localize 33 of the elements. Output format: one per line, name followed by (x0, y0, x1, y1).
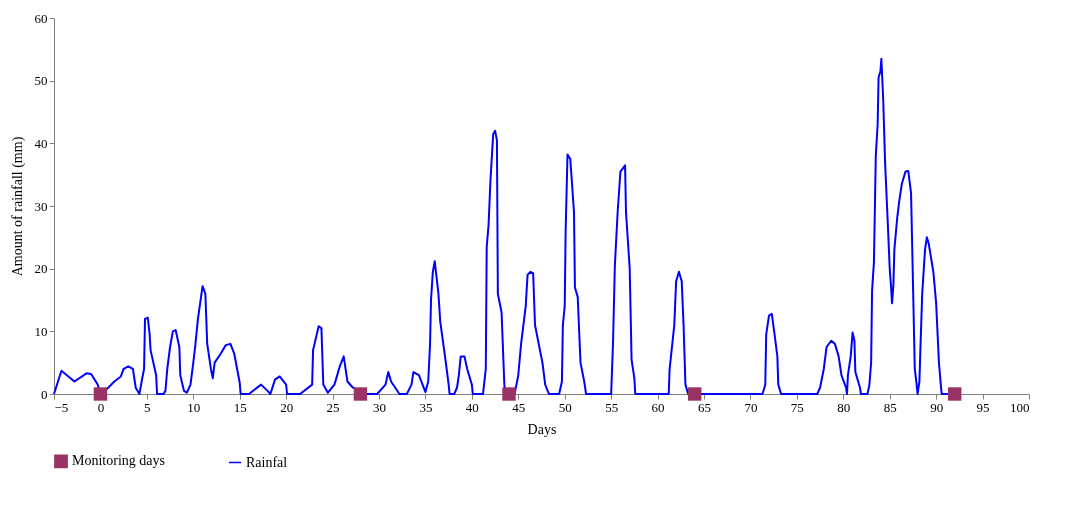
x-tick-label: 60 (651, 399, 665, 415)
x-axis-title: Days (527, 421, 557, 437)
y-tick-label: 20 (34, 261, 48, 277)
y-tick-label: 50 (34, 73, 48, 89)
legend-label: Monitoring days (72, 453, 165, 469)
x-tick-label: 40 (465, 399, 479, 415)
x-tick-label: 55 (605, 399, 619, 415)
y-tick-label: 10 (34, 323, 48, 339)
y-tick-label: 0 (41, 386, 48, 402)
y-tick-label: 30 (34, 198, 48, 214)
y-tick-label: 40 (34, 135, 48, 151)
x-tick-label: 45 (512, 399, 526, 415)
x-tick-label: 50 (558, 399, 572, 415)
x-tick-label: 100 (1010, 399, 1030, 415)
x-tick-label: 25 (326, 399, 340, 415)
x-tick-label: 35 (419, 399, 433, 415)
x-tick-label: 5 (144, 399, 151, 415)
x-tick-label: 15 (233, 399, 247, 415)
legend-label: Rainfal (246, 454, 288, 470)
x-tick-label: 75 (790, 399, 804, 415)
y-axis-title: Amount of rainfall (mm) (9, 136, 26, 277)
x-tick-label: 95 (976, 399, 990, 415)
x-tick-label: 30 (373, 399, 386, 415)
y-tick-label: 60 (34, 10, 48, 26)
x-tick-label: 85 (883, 399, 897, 415)
x-tick-label: 70 (744, 399, 758, 415)
x-tick-label: 80 (837, 399, 851, 415)
x-tick-label: 0 (97, 399, 105, 415)
x-tick-label: 10 (187, 399, 201, 415)
x-tick-label: 65 (698, 399, 711, 415)
x-tick-label: −5 (54, 399, 69, 415)
x-tick-label: 20 (280, 399, 294, 415)
x-tick-label: 90 (930, 399, 944, 415)
